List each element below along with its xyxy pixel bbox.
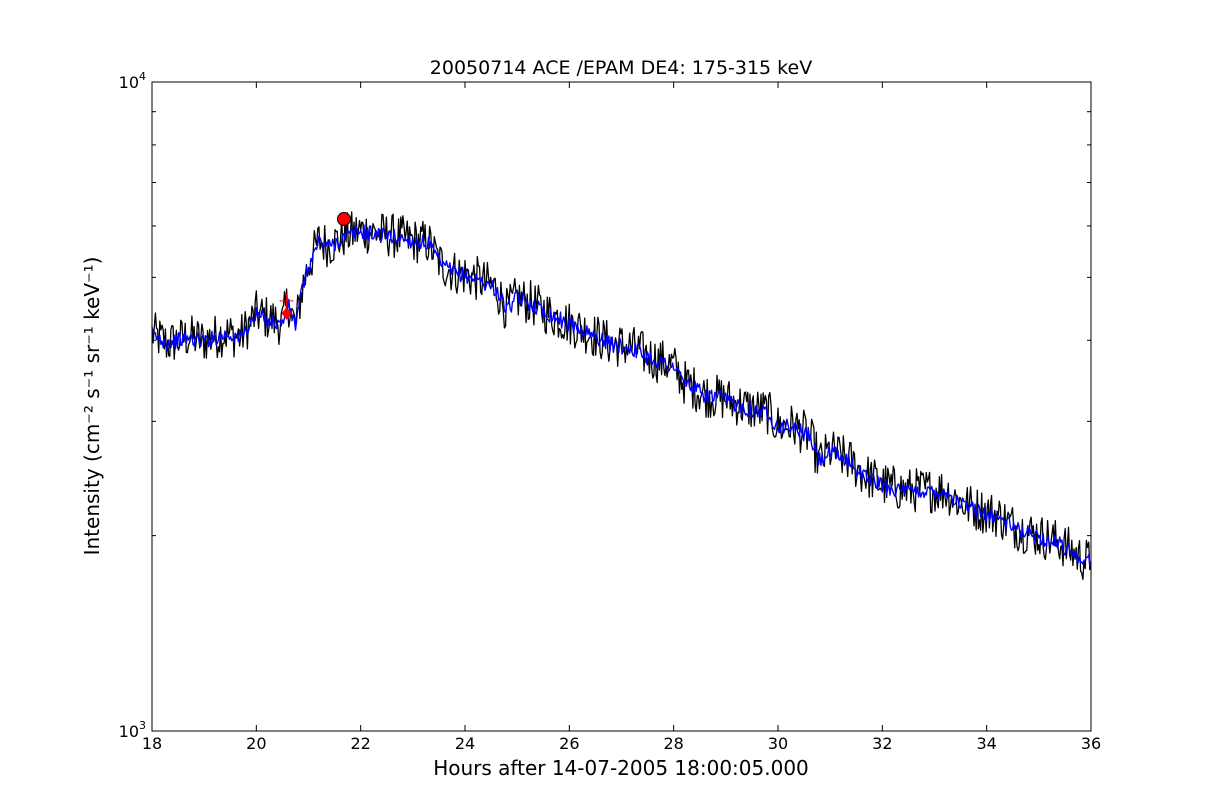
y-axis-label: Intensity (cm⁻² s⁻¹ sr⁻¹ keV⁻¹) (80, 257, 104, 556)
onset-marker (281, 307, 292, 320)
onset-cross-marker (279, 293, 294, 308)
x-tick-label: 18 (142, 734, 162, 753)
series-line-smoothed (151, 224, 1092, 567)
x-tick-label: 22 (350, 734, 370, 753)
peak-marker (336, 212, 351, 227)
y-tick-label: 103 (119, 719, 146, 741)
x-tick-label: 30 (768, 734, 788, 753)
chart-title: 20050714 ACE /EPAM DE4: 175-315 keV (430, 57, 812, 79)
series-line-raw (151, 211, 1092, 581)
x-tick-label: 34 (976, 734, 996, 753)
y-tick-label: 104 (119, 70, 146, 92)
axis-ticks: 18 20 22 24 26 28 30 32 34 36 103 104 (119, 70, 1102, 753)
x-tick-label: 26 (559, 734, 579, 753)
x-tick-label: 20 (246, 734, 266, 753)
plot-area (151, 211, 1092, 581)
x-tick-label: 24 (455, 734, 475, 753)
plot-frame (151, 81, 1092, 732)
x-tick-label: 28 (663, 734, 683, 753)
x-tick-label: 36 (1081, 734, 1101, 753)
x-tick-label: 32 (872, 734, 892, 753)
x-axis-label: Hours after 14-07-2005 18:00:05.000 (433, 756, 809, 780)
